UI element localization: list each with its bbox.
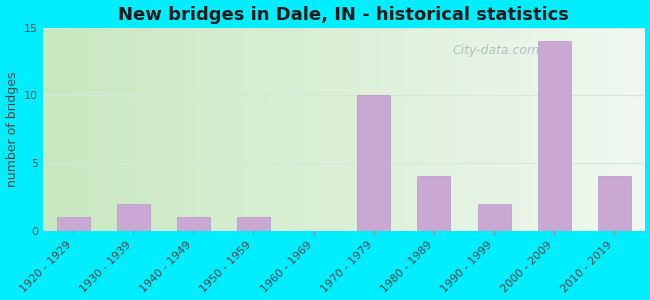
- Bar: [598, 176, 631, 230]
- Bar: [116, 203, 150, 230]
- Y-axis label: number of bridges: number of bridges: [6, 71, 19, 187]
- Bar: [57, 217, 90, 230]
- Bar: [177, 217, 210, 230]
- Bar: [237, 217, 270, 230]
- Bar: [417, 176, 450, 230]
- Text: City-data.com: City-data.com: [452, 44, 539, 57]
- Bar: [538, 41, 571, 230]
- Bar: [358, 95, 390, 230]
- Bar: [478, 203, 511, 230]
- Title: New bridges in Dale, IN - historical statistics: New bridges in Dale, IN - historical sta…: [118, 6, 569, 24]
